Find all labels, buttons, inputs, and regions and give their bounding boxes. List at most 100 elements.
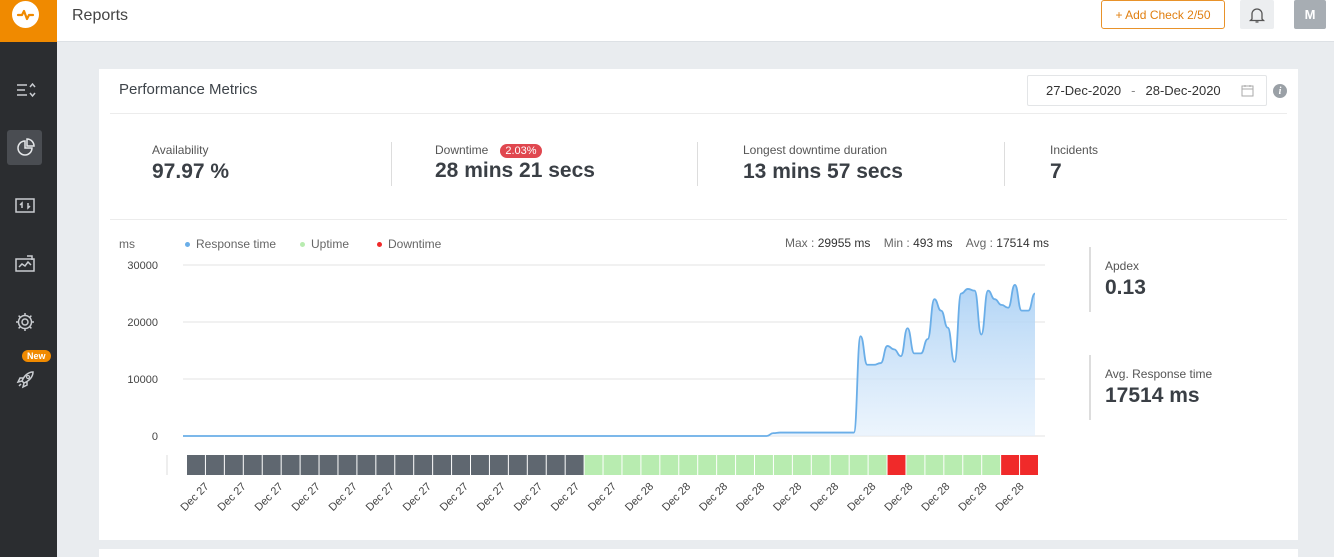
- metric-label: Incidents: [1050, 143, 1099, 157]
- date-to: 28-Dec-2020: [1145, 83, 1221, 98]
- metric-downtime: Downtime 2.03% 28 mins 21 secs: [435, 143, 595, 183]
- status-segment: [187, 455, 205, 475]
- legend-item-uptime[interactable]: Uptime: [300, 237, 349, 251]
- status-segment: [414, 455, 433, 475]
- status-segment: [584, 455, 603, 475]
- date-separator: -: [1131, 83, 1136, 98]
- metric-incidents: Incidents 7: [1050, 143, 1098, 184]
- status-segment: [717, 455, 736, 475]
- x-tick-label: Dec 27: [586, 481, 619, 514]
- notification-bell-icon[interactable]: [1240, 0, 1274, 29]
- status-segment: [622, 455, 641, 475]
- legend-label: Downtime: [388, 237, 442, 251]
- avatar[interactable]: M: [1294, 0, 1326, 29]
- legend-dot: [300, 242, 305, 248]
- status-segment: [546, 455, 565, 475]
- sidebar: New: [0, 0, 57, 557]
- x-tick-label: Dec 27: [179, 481, 212, 514]
- x-tick-label: Dec 28: [660, 481, 693, 514]
- y-tick-label: 20000: [127, 317, 158, 329]
- x-tick-label: Dec 28: [993, 481, 1026, 514]
- divider: [1089, 355, 1091, 420]
- stat-min-label: Min :: [883, 236, 910, 250]
- x-tick-label: Dec 28: [956, 481, 989, 514]
- status-segment: [319, 455, 338, 475]
- legend-dot: [377, 242, 382, 248]
- x-tick-label: Dec 28: [697, 481, 730, 514]
- metric-longest-downtime: Longest downtime duration 13 mins 57 sec…: [743, 143, 903, 184]
- legend-item-downtime[interactable]: Downtime: [377, 237, 441, 251]
- status-segment: [736, 455, 754, 475]
- y-tick-label: 10000: [127, 374, 158, 386]
- divider: [1089, 247, 1091, 312]
- status-segment: [395, 455, 414, 475]
- transfer-icon[interactable]: [7, 188, 42, 223]
- status-segment: [830, 455, 849, 475]
- apdex-label: Apdex: [1105, 259, 1140, 273]
- info-icon[interactable]: i: [1273, 84, 1287, 98]
- next-card: [99, 549, 1298, 557]
- metric-label: Availability: [152, 143, 209, 157]
- legend-label: Uptime: [311, 237, 350, 251]
- metric-label: Longest downtime duration: [743, 143, 888, 157]
- x-tick-label: Dec 28: [845, 481, 878, 514]
- status-segment: [489, 455, 508, 475]
- performance-metrics-card: Performance Metrics 27-Dec-2020 - 28-Dec…: [99, 69, 1298, 540]
- stat-avg-value: 17514 ms: [996, 236, 1049, 250]
- page-title: Reports: [72, 7, 129, 24]
- status-segment: [471, 455, 489, 475]
- x-tick-label: Dec 27: [401, 481, 434, 514]
- x-tick-label: Dec 27: [438, 481, 471, 514]
- metric-label-text: Downtime: [435, 143, 489, 157]
- status-segment: [565, 455, 584, 475]
- top-bar: Reports + Add Check 2/50 M: [57, 0, 1334, 42]
- apdex-stat: Apdex 0.13: [1105, 259, 1146, 300]
- status-segment: [433, 455, 452, 475]
- gear-icon[interactable]: [7, 304, 42, 339]
- x-tick-label: Dec 28: [919, 481, 952, 514]
- status-segment: [243, 455, 262, 475]
- status-segment: [603, 455, 622, 475]
- calendar-icon: [1241, 85, 1254, 97]
- y-tick-label: 30000: [127, 260, 158, 272]
- date-range-picker[interactable]: 27-Dec-2020 - 28-Dec-2020: [1027, 75, 1267, 106]
- status-segment: [944, 455, 963, 475]
- status-segment: [887, 455, 906, 475]
- rocket-icon[interactable]: [7, 362, 42, 397]
- add-check-button[interactable]: + Add Check 2/50: [1101, 0, 1225, 29]
- status-segment: [906, 455, 925, 475]
- status-segment: [660, 455, 679, 475]
- list-sort-icon[interactable]: [7, 72, 42, 107]
- status-segment: [811, 455, 830, 475]
- status-segment: [773, 455, 792, 475]
- status-segment: [868, 455, 887, 475]
- avg-response-label: Avg. Response time: [1105, 367, 1213, 381]
- status-segment: [357, 455, 376, 475]
- divider: [391, 142, 392, 186]
- status-segment: [755, 455, 773, 475]
- status-segment: [338, 455, 357, 475]
- downtime-percent-badge: 2.03%: [500, 144, 542, 158]
- legend-item-response-time[interactable]: Response time: [185, 237, 276, 251]
- x-tick-label: Dec 27: [364, 481, 397, 514]
- status-segment: [1020, 455, 1038, 475]
- status-segment: [300, 455, 319, 475]
- status-segment: [224, 455, 243, 475]
- metric-value: 28 mins 21 secs: [435, 159, 595, 182]
- x-tick-label: Dec 27: [290, 481, 323, 514]
- status-segment: [982, 455, 1001, 475]
- chart-unit-label: ms: [119, 237, 135, 251]
- avg-response-stat: Avg. Response time 17514 ms: [1105, 367, 1212, 408]
- metric-availability: Availability 97.97 %: [152, 143, 229, 184]
- status-segment: [1001, 455, 1020, 475]
- status-segment: [641, 455, 660, 475]
- x-tick-label: Dec 28: [734, 481, 767, 514]
- status-segment: [452, 455, 470, 475]
- status-segment: [527, 455, 546, 475]
- x-tick-label: Dec 28: [623, 481, 656, 514]
- logo[interactable]: [0, 0, 57, 42]
- reports-icon[interactable]: [7, 130, 42, 165]
- x-tick-label: Dec 28: [808, 481, 841, 514]
- monitor-icon[interactable]: [7, 246, 42, 281]
